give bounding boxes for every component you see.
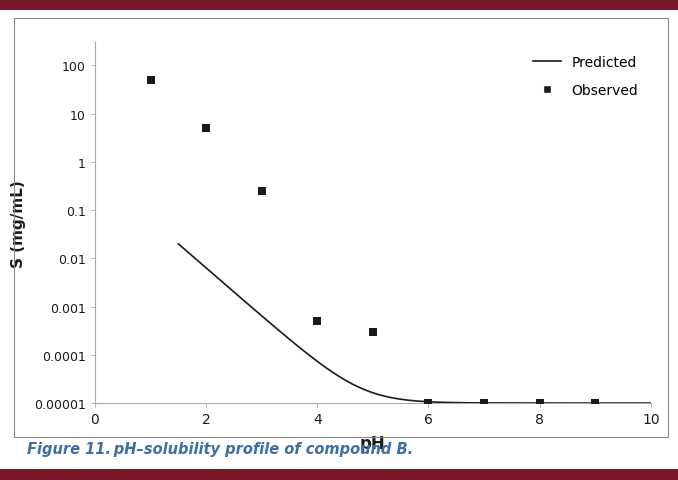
Observed: [423, 399, 434, 407]
Y-axis label: S (mg/mL): S (mg/mL): [11, 180, 26, 267]
Predicted: [453, 400, 461, 406]
Predicted: [174, 241, 182, 247]
Observed: [201, 125, 212, 132]
Observed: [256, 188, 267, 195]
Observed: [590, 399, 601, 407]
Observed: [367, 328, 378, 336]
Observed: [534, 399, 545, 407]
Predicted: [647, 400, 655, 406]
Observed: [312, 318, 323, 325]
Observed: [479, 399, 490, 407]
X-axis label: pH: pH: [360, 434, 386, 453]
Text: Figure 11. pH–solubility profile of compound B.: Figure 11. pH–solubility profile of comp…: [27, 441, 414, 456]
Predicted: [258, 313, 266, 319]
Predicted: [530, 400, 538, 406]
Predicted: [388, 395, 396, 401]
Observed: [145, 77, 156, 84]
Legend: Predicted, Observed: Predicted, Observed: [527, 50, 644, 103]
Predicted: [490, 400, 498, 406]
Predicted: [296, 345, 304, 351]
Line: Predicted: Predicted: [178, 244, 651, 403]
